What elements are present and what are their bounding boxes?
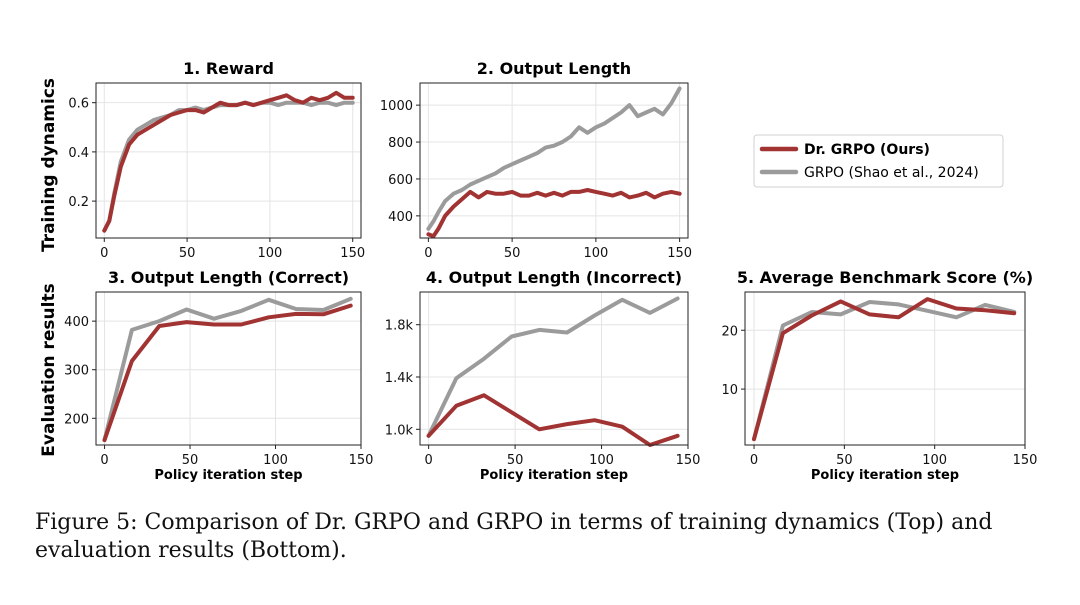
axes-frame	[419, 291, 689, 446]
axes-frame	[744, 291, 1026, 446]
x-tick-label: 50	[179, 246, 196, 261]
series-line-grpo	[752, 300, 1017, 442]
y-tick-label: 1.0k	[385, 423, 414, 438]
chart-panel-4: 0 50 100 150 1.0k 1.4k 1.8k 4. Output Length (I…	[385, 268, 701, 483]
chart-panel-5: 0 50 100 150 10 20 5. Average Benchmark Score …	[721, 268, 1037, 483]
x-tick-label: 50	[836, 453, 853, 468]
chart-title: 5. Average Benchmark Score (%)	[737, 268, 1033, 287]
x-axis-label: Policy iteration step	[154, 468, 302, 483]
row-label-training: Training dynamics	[39, 78, 59, 252]
y-tick-label: 1.8k	[385, 319, 414, 334]
x-tick-label: 150	[676, 453, 701, 468]
axes-frame	[95, 82, 362, 239]
series-line-grpo	[102, 296, 353, 443]
x-tick-label: 0	[750, 453, 758, 468]
y-tick-label: 800	[388, 136, 413, 151]
x-tick-label: 150	[667, 246, 692, 261]
x-axis-label: Policy iteration step	[811, 468, 959, 483]
y-tick-label: 600	[388, 173, 413, 188]
legend-label-grpo: GRPO (Shao et al., 2024)	[804, 165, 979, 181]
legend-label-dr-grpo: Dr. GRPO (Ours)	[804, 142, 930, 158]
x-tick-label: 150	[349, 453, 374, 468]
axes-frame	[419, 82, 689, 239]
y-tick-label: 300	[64, 364, 89, 379]
x-tick-label: 100	[589, 453, 614, 468]
x-tick-label: 150	[1013, 453, 1038, 468]
series-line-dr-grpo	[102, 303, 353, 443]
legend: Dr. GRPO (Ours) GRPO (Shao et al., 2024)	[753, 134, 1004, 188]
series-line-dr-grpo	[426, 188, 682, 239]
series-line-dr-grpo	[426, 393, 680, 447]
chart-panel-1: 0 50 100 150 0.2 0.4 0.6 1. Reward	[68, 59, 365, 261]
x-tick-label: 150	[340, 246, 365, 261]
y-tick-label: 200	[64, 412, 89, 427]
legend-box	[753, 134, 1004, 188]
row-label-evaluation: Evaluation results	[39, 283, 59, 456]
y-tick-label: 10	[721, 383, 738, 398]
x-tick-label: 50	[182, 453, 199, 468]
series-line-dr-grpo	[102, 90, 355, 233]
x-tick-label: 0	[424, 246, 432, 261]
chart-panel-3: 0 50 100 150 200 300 400 3. Output Length (Corr…	[64, 268, 373, 483]
axes-frame	[95, 291, 362, 446]
x-tick-label: 100	[583, 246, 608, 261]
x-tick-label: 0	[100, 453, 108, 468]
chart-title: 4. Output Length (Incorrect)	[426, 268, 682, 287]
figure-caption: Figure 5: Comparison of Dr. GRPO and GRP…	[35, 510, 993, 563]
chart-panel-2: 0 50 100 150 400 600 800 1000 2. Output Length	[380, 59, 692, 261]
y-tick-label: 1000	[380, 99, 413, 114]
y-tick-label: 0.2	[68, 195, 89, 210]
chart-title: 2. Output Length	[477, 59, 631, 78]
x-tick-label: 50	[504, 246, 521, 261]
y-tick-label: 1.4k	[385, 371, 414, 386]
series-line-dr-grpo	[752, 297, 1017, 442]
x-tick-label: 50	[507, 453, 524, 468]
chart-title: 3. Output Length (Correct)	[108, 268, 349, 287]
x-tick-label: 100	[263, 453, 288, 468]
y-tick-label: 20	[721, 324, 738, 339]
y-tick-label: 0.6	[68, 97, 89, 112]
x-tick-label: 100	[922, 453, 947, 468]
x-axis-label: Policy iteration step	[480, 468, 628, 483]
series-line-grpo	[426, 296, 680, 438]
x-tick-label: 100	[257, 246, 282, 261]
x-tick-label: 0	[425, 453, 433, 468]
y-tick-label: 400	[388, 210, 413, 225]
y-tick-label: 400	[64, 315, 89, 330]
series-line-grpo	[102, 100, 355, 233]
y-tick-label: 0.4	[68, 146, 89, 161]
x-tick-label: 0	[100, 246, 108, 261]
series-line-grpo	[426, 86, 682, 231]
chart-title: 1. Reward	[183, 59, 274, 78]
